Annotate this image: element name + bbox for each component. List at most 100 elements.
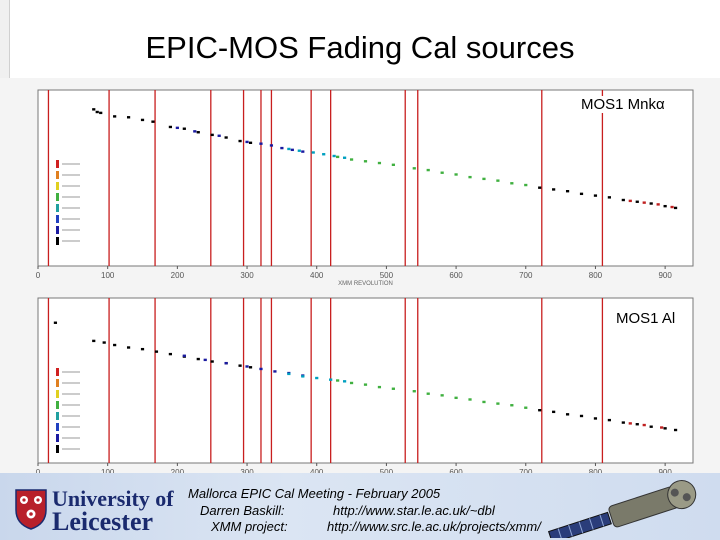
panel-label-al: MOS1 Al (612, 310, 680, 327)
data-point-1-4-3 (579, 414, 584, 418)
x-tick-label-0-6: 600 (449, 271, 463, 280)
data-point-0-3-6 (426, 168, 430, 172)
data-point-1-4-4 (593, 417, 598, 420)
x-tick-label-1-1: 100 (101, 468, 115, 473)
data-point-1-0-0 (53, 321, 58, 324)
data-point-0-1-6 (280, 146, 284, 150)
x-tick-label-1-2: 200 (171, 468, 185, 473)
data-point-0-4-4 (593, 194, 598, 197)
legend-swatch-1-5 (56, 423, 59, 431)
data-point-0-2-3 (322, 153, 326, 156)
data-point-0-0-5 (140, 118, 145, 122)
data-point-1-0-13 (248, 366, 253, 369)
university-name-line2: Leicester (52, 507, 154, 536)
left-edge-strip (0, 0, 10, 80)
x-tick-label-1-5: 500 (380, 468, 394, 473)
legend-swatch-1-1 (56, 379, 59, 387)
data-point-1-3-1 (349, 381, 354, 385)
data-point-0-0-2 (99, 111, 103, 115)
author-url-link[interactable]: http://www.star.le.ac.uk/~dbl (333, 503, 495, 518)
legend-swatch-1-3 (56, 401, 59, 409)
data-point-0-1-4 (259, 142, 263, 145)
x-tick-label-0-8: 800 (589, 271, 603, 280)
x-tick-label-0-3: 300 (240, 271, 254, 280)
data-point-0-0-4 (126, 116, 131, 119)
data-point-1-0-12 (238, 364, 242, 367)
data-point-0-2-0 (287, 147, 291, 151)
legend-swatch-0-6 (56, 226, 59, 234)
data-point-1-3-2 (363, 383, 368, 386)
data-point-1-3-11 (496, 402, 500, 405)
project-label: XMM project: (211, 519, 288, 534)
data-point-0-3-4 (391, 163, 395, 166)
data-point-0-5-0 (628, 199, 632, 203)
data-point-1-3-5 (412, 390, 416, 393)
data-point-0-4-8 (649, 202, 653, 205)
data-point-0-0-7 (168, 125, 172, 129)
data-point-0-0-6 (151, 120, 155, 123)
x-tick-label-1-7: 700 (519, 468, 533, 473)
data-point-1-5-2 (660, 426, 664, 429)
data-point-1-3-13 (524, 406, 528, 409)
x-tick-label-0-0: 0 (36, 271, 41, 280)
data-point-1-0-5 (140, 347, 145, 351)
data-point-1-3-4 (391, 387, 395, 390)
x-axis-label-0: XMM REVOLUTION (338, 281, 393, 287)
data-point-1-4-5 (607, 418, 611, 422)
x-tick-label-1-8: 800 (589, 468, 603, 473)
x-tick-label-0-4: 400 (310, 271, 324, 280)
data-point-0-0-9 (196, 131, 200, 134)
data-point-0-4-5 (607, 196, 611, 199)
data-point-0-1-3 (245, 140, 249, 144)
x-tick-label-1-6: 600 (449, 468, 463, 473)
data-point-0-5-2 (656, 203, 660, 206)
x-tick-label-0-2: 200 (171, 271, 185, 280)
x-tick-label-1-4: 400 (310, 468, 324, 473)
legend-swatch-0-4 (56, 204, 59, 212)
x-tick-label-0-1: 100 (101, 271, 115, 280)
data-point-1-4-10 (673, 428, 678, 432)
data-point-0-1-1 (193, 130, 197, 133)
meeting-text: Mallorca EPIC Cal Meeting - February 200… (188, 486, 441, 501)
data-point-1-2-2 (315, 376, 319, 380)
x-tick-label-0-9: 900 (658, 271, 672, 280)
data-point-1-4-7 (635, 423, 639, 426)
data-point-0-0-3 (113, 115, 117, 118)
data-point-0-3-1 (349, 158, 354, 161)
data-point-0-3-13 (524, 183, 528, 187)
legend-swatch-1-6 (56, 434, 59, 442)
data-point-0-3-11 (496, 179, 500, 182)
legend-swatch-1-7 (56, 445, 59, 453)
data-point-0-3-5 (412, 167, 416, 170)
data-point-1-0-1 (92, 339, 96, 343)
data-point-1-3-10 (482, 400, 486, 404)
data-point-0-3-12 (510, 182, 514, 185)
data-point-0-5-1 (642, 201, 646, 204)
data-point-0-3-3 (377, 161, 382, 165)
data-point-1-4-6 (621, 421, 625, 424)
data-point-1-0-3 (113, 343, 117, 347)
data-point-0-2-1 (297, 149, 301, 152)
data-point-0-0-11 (224, 136, 228, 139)
xmm-satellite-icon (547, 480, 697, 538)
data-point-1-5-0 (628, 422, 632, 425)
data-point-0-2-5 (342, 156, 347, 159)
university-shield-icon (15, 489, 47, 530)
data-point-1-4-8 (649, 425, 653, 428)
project-url-link[interactable]: http://www.src.le.ac.uk/projects/xmm/ (327, 519, 541, 534)
data-point-1-0-7 (168, 352, 172, 356)
legend-swatch-0-0 (56, 160, 59, 168)
plot-frame-0 (37, 89, 694, 267)
data-point-1-0-6 (154, 350, 159, 353)
data-point-0-0-0 (92, 108, 96, 111)
slide-title: EPIC-MOS Fading Cal sources (145, 30, 575, 65)
data-point-0-3-8 (454, 173, 458, 176)
x-tick-label-1-0: 0 (36, 468, 41, 473)
plot-frame-1 (37, 297, 694, 464)
data-point-0-0-1 (95, 110, 99, 114)
data-point-0-2-2 (311, 151, 315, 154)
data-point-0-1-7 (290, 148, 294, 152)
x-tick-label-0-5: 500 (380, 271, 394, 280)
plots-area: 0 100 200 300 400 500 600 700 800 900 XMM REVOLUTI… (0, 78, 720, 484)
data-point-0-3-10 (482, 177, 486, 181)
